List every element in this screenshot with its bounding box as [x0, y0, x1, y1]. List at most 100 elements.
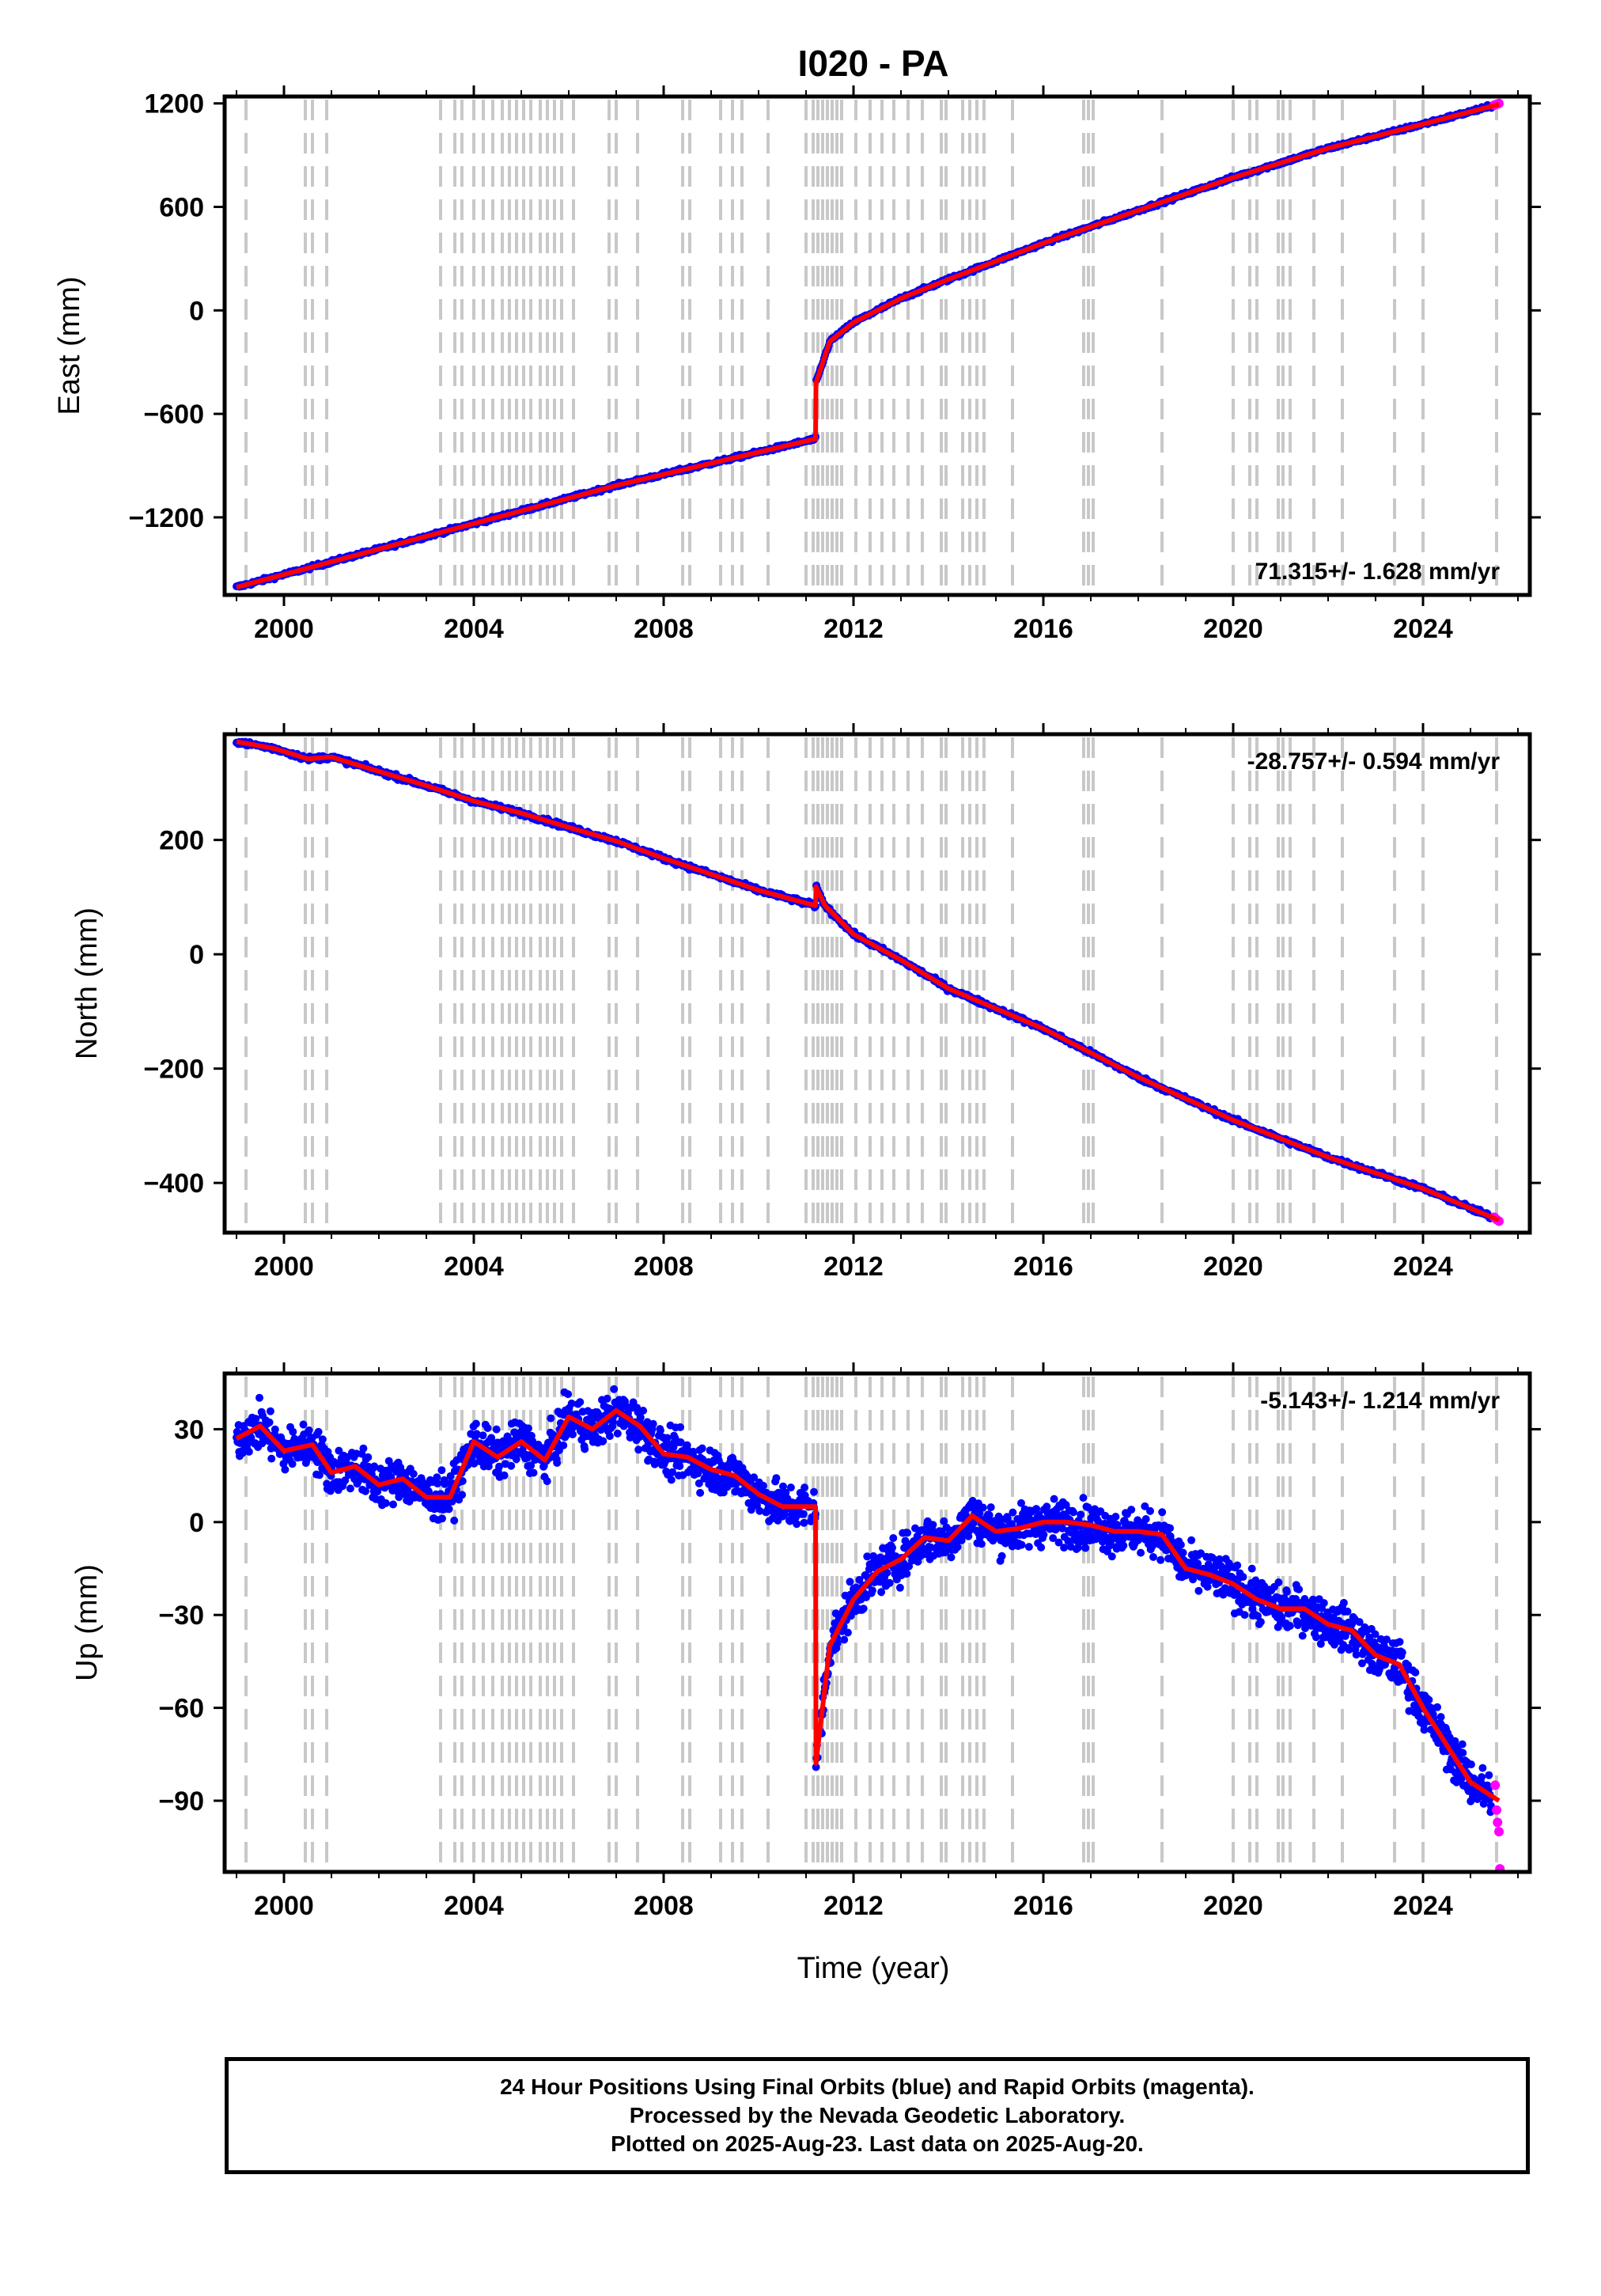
- x-tick-label: 2008: [634, 1252, 694, 1282]
- final-orbit-point: [1203, 1582, 1212, 1591]
- final-orbit-point: [947, 1553, 956, 1562]
- final-orbit-point: [346, 1484, 354, 1493]
- final-orbit-point: [940, 1517, 948, 1525]
- x-tick-label: 2004: [444, 614, 504, 644]
- y-tick-label: −200: [143, 1055, 204, 1085]
- final-orbit-point: [843, 1628, 852, 1637]
- final-orbit-point: [1179, 1548, 1187, 1557]
- final-orbit-point: [840, 1635, 849, 1644]
- final-orbit-point: [1194, 1559, 1202, 1568]
- final-orbit-point: [1127, 1506, 1136, 1514]
- final-orbit-point: [244, 1447, 253, 1456]
- final-orbit-point: [510, 1428, 519, 1437]
- final-orbit-point: [863, 1552, 872, 1561]
- final-orbit-point: [458, 1477, 467, 1485]
- final-orbit-point: [389, 1500, 397, 1509]
- final-orbit-point: [472, 1430, 481, 1438]
- gps-timeseries-chart: I020 - PA 2000 2004 2008 2012 2016 2020 2024−1…: [53, 43, 1541, 1985]
- final-orbit-point: [247, 1434, 255, 1442]
- final-orbit-point: [364, 1453, 373, 1461]
- final-orbit-point: [663, 1434, 672, 1442]
- final-orbit-point: [1039, 1530, 1048, 1539]
- final-orbit-point: [793, 1520, 801, 1529]
- final-orbit-point: [299, 1420, 308, 1429]
- final-orbit-point: [667, 1476, 676, 1484]
- final-orbit-point: [581, 1445, 589, 1453]
- final-orbit-point: [266, 1407, 274, 1415]
- x-tick-label: 2000: [254, 1252, 314, 1282]
- y-tick-label: 1200: [144, 89, 204, 119]
- final-orbit-point: [985, 1511, 994, 1519]
- final-orbit-point: [1247, 1564, 1256, 1573]
- final-orbit-point: [1194, 1586, 1203, 1595]
- final-orbit-point: [978, 1503, 987, 1512]
- final-orbit-point: [524, 1424, 532, 1433]
- final-orbit-point: [281, 1465, 290, 1474]
- final-orbit-point: [634, 1445, 643, 1454]
- final-orbit-point: [445, 1505, 453, 1514]
- final-orbit-point: [885, 1578, 894, 1587]
- final-orbit-point: [698, 1444, 706, 1453]
- final-orbit-point: [723, 1483, 732, 1491]
- final-orbit-point: [1054, 1538, 1063, 1547]
- final-orbit-point: [1073, 1544, 1082, 1552]
- final-orbit-point: [695, 1479, 703, 1487]
- final-orbit-point: [1058, 1524, 1067, 1533]
- final-orbit-point: [288, 1460, 297, 1468]
- final-orbit-point: [799, 1510, 808, 1518]
- final-orbit-point: [812, 1763, 820, 1771]
- final-orbit-point: [1233, 1561, 1242, 1570]
- final-orbit-point: [529, 1468, 538, 1477]
- final-orbit-point: [1251, 1576, 1260, 1585]
- model-fit-line-east: [236, 101, 1500, 590]
- final-orbit-point: [855, 1575, 864, 1584]
- final-orbit-point: [846, 1578, 854, 1586]
- final-orbit-point: [649, 1419, 657, 1428]
- final-orbit-point: [877, 1588, 886, 1597]
- panel-up: 2000 2004 2008 2012 2016 2020 2024−90−60−30030…: [70, 1362, 1541, 1921]
- final-orbit-point: [755, 1506, 764, 1515]
- final-orbit-point: [547, 1414, 555, 1423]
- rate-annotation-east: 71.315+/- 1.628 mm/yr: [1255, 559, 1501, 585]
- final-orbit-point: [1176, 1540, 1185, 1549]
- final-orbit-point: [559, 1441, 568, 1449]
- final-orbit-point: [1189, 1575, 1198, 1584]
- final-orbit-point: [567, 1399, 576, 1408]
- final-orbit-point: [315, 1471, 324, 1480]
- final-orbit-point: [1197, 1549, 1205, 1558]
- x-tick-label: 2012: [823, 614, 884, 644]
- final-orbit-points-east: [233, 100, 1496, 591]
- final-orbit-point: [810, 1487, 818, 1496]
- plot-frame-east: [222, 94, 1532, 597]
- final-orbit-point: [656, 1426, 664, 1434]
- y-tick-label: 600: [159, 193, 204, 223]
- final-orbit-point: [1215, 1555, 1224, 1563]
- final-orbit-point: [305, 1426, 313, 1434]
- final-orbit-point: [747, 1506, 755, 1514]
- final-orbit-point: [605, 1432, 614, 1441]
- final-orbit-point: [608, 1418, 617, 1426]
- final-orbit-point: [997, 1552, 1006, 1560]
- y-tick-label: 0: [189, 940, 204, 970]
- x-tick-label: 2020: [1203, 614, 1263, 644]
- x-tick-label: 2004: [444, 1252, 504, 1282]
- final-orbit-point: [1149, 1553, 1157, 1561]
- final-orbit-point: [1060, 1544, 1069, 1552]
- final-orbit-point: [676, 1423, 684, 1431]
- final-orbit-point: [1187, 1536, 1196, 1544]
- final-orbit-point: [271, 1425, 279, 1434]
- final-orbit-point: [610, 1385, 619, 1393]
- final-orbit-point: [1137, 1548, 1145, 1557]
- final-orbit-point: [1158, 1508, 1167, 1517]
- final-orbit-point: [833, 1639, 842, 1647]
- x-tick-label: 2016: [1013, 1252, 1073, 1282]
- final-orbit-point: [696, 1488, 705, 1497]
- final-orbit-point: [512, 1455, 520, 1464]
- y-tick-label: 200: [159, 826, 204, 856]
- plot-frame-north: [222, 732, 1532, 1235]
- final-orbit-point: [1077, 1510, 1085, 1519]
- final-orbit-point: [676, 1438, 685, 1446]
- panel-east: 2000 2004 2008 2012 2016 2020 2024−1200−600060…: [53, 85, 1541, 644]
- final-orbit-point: [569, 1430, 577, 1438]
- final-orbit-point: [527, 1461, 536, 1470]
